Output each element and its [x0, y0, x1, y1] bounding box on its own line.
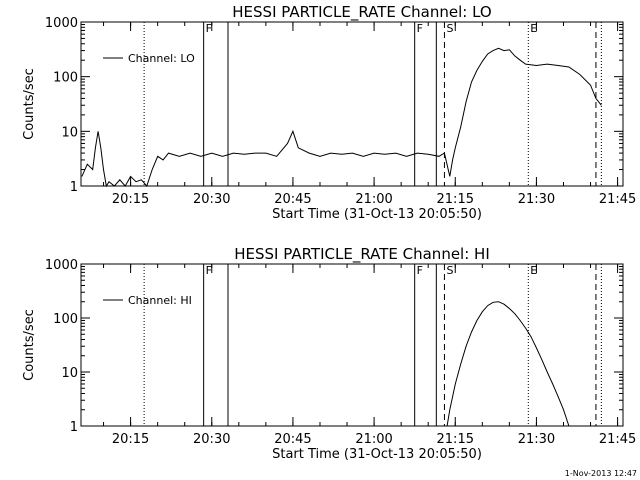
y-tick-label: 100: [53, 312, 78, 327]
event-marker-letter: F: [417, 22, 423, 35]
event-marker-letter: F: [417, 264, 423, 277]
legend-label: Channel: LO: [128, 52, 195, 65]
x-tick-label: 21:45: [599, 432, 636, 447]
x-tick-label: 20:30: [193, 432, 230, 447]
y-tick-label: 100: [53, 71, 78, 86]
chart-panel-2: HESSI PARTICLE_RATE Channel: HI 1 10 100 100…: [22, 245, 636, 462]
event-marker-letter: S: [446, 22, 453, 35]
event-marker-letter: E: [530, 22, 537, 35]
x-tick-label: 21:45: [599, 192, 636, 207]
event-marker-letter: F: [206, 264, 212, 277]
y-tick-label: 1000: [45, 258, 78, 273]
x-tick-label: 21:15: [437, 192, 474, 207]
x-axis-label: Start Time (31-Oct-13 20:05:50): [272, 207, 482, 222]
y-axis-label: Counts/sec: [22, 68, 37, 140]
event-marker-letter: F: [206, 22, 212, 35]
x-tick-label: 21:30: [518, 432, 555, 447]
x-axis-label: Start Time (31-Oct-13 20:05:50): [272, 447, 482, 462]
series-line: [446, 301, 570, 427]
y-tick-label: 1: [70, 420, 78, 435]
y-axis-label: Counts/sec: [22, 309, 37, 381]
x-tick-label: 21:30: [518, 192, 555, 207]
chart-panel-1: HESSI PARTICLE_RATE Channel: LO 1 10 100 100…: [22, 3, 636, 222]
x-tick-label: 21:00: [355, 192, 392, 207]
plot-frame: [80, 21, 624, 187]
legend-label: Channel: HI: [128, 294, 192, 307]
x-tick-label: 20:15: [112, 192, 149, 207]
y-tick-label: 1: [70, 180, 78, 195]
y-tick-label: 10: [61, 366, 78, 381]
plot-frame: [80, 263, 624, 427]
y-tick-label: 1000: [45, 16, 78, 31]
plot-date-stamp: 1-Nov-2013 12:47: [565, 469, 637, 478]
x-tick-label: 20:45: [274, 432, 311, 447]
x-tick-label: 21:15: [437, 432, 474, 447]
x-tick-label: 20:30: [193, 192, 230, 207]
event-marker-letter: E: [530, 264, 537, 277]
y-tick-label: 10: [61, 125, 78, 140]
chart-title: HESSI PARTICLE_RATE Channel: LO: [232, 3, 491, 22]
x-tick-label: 20:15: [112, 432, 149, 447]
x-tick-label: 20:45: [274, 192, 311, 207]
x-tick-label: 21:00: [355, 432, 392, 447]
event-marker-letter: S: [446, 264, 453, 277]
series-line: [81, 47, 602, 188]
chart-title: HESSI PARTICLE_RATE Channel: HI: [234, 245, 490, 264]
